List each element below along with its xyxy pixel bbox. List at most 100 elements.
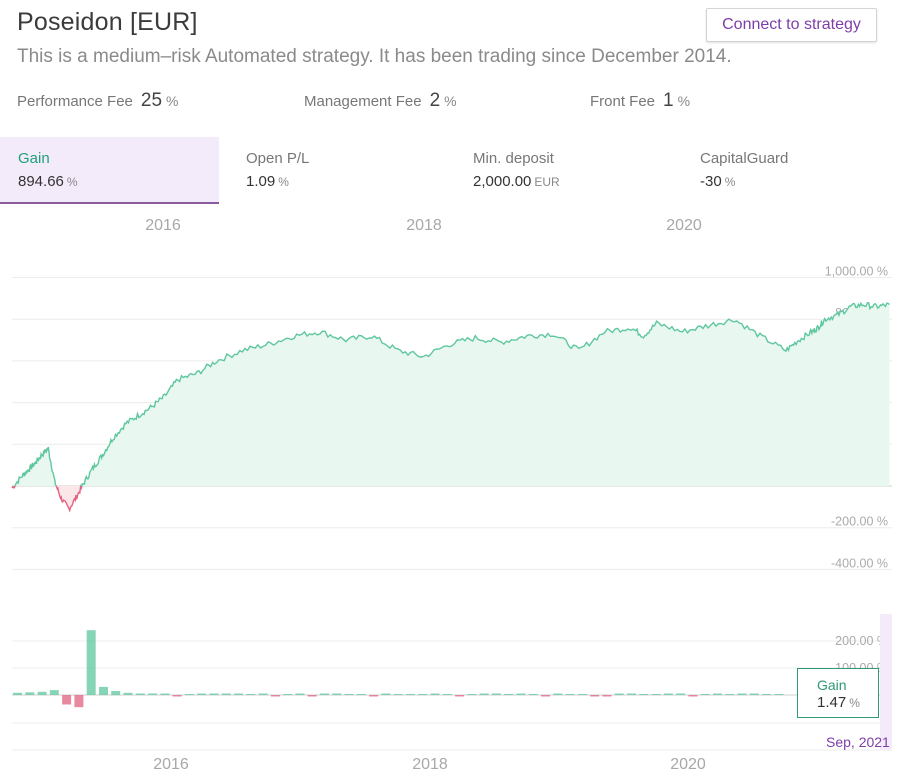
bottom-year-label-2018: 2018 <box>412 756 448 773</box>
monthly-bar-59 <box>737 693 747 695</box>
monthly-bar-9 <box>123 692 133 695</box>
monthly-bar-26 <box>332 693 342 695</box>
monthly-bar-53 <box>663 693 673 695</box>
monthly-bar-27 <box>344 694 354 695</box>
tab-open-pl-value: 1.09 <box>246 173 276 190</box>
management-fee: Management Fee 2% <box>304 90 457 112</box>
monthly-bar-7 <box>99 686 108 695</box>
monthly-bar-42 <box>528 694 538 695</box>
monthly-bar-25 <box>320 693 329 695</box>
top-year-label-2016: 2016 <box>145 217 181 234</box>
monthly-bar-44 <box>553 693 563 695</box>
monthly-bar-51 <box>639 694 649 695</box>
monthly-bar-31 <box>393 694 403 695</box>
y-tick-label-7: -400.00 % <box>831 556 888 570</box>
monthly-bar-30 <box>381 693 391 695</box>
monthly-bar-4 <box>62 695 72 705</box>
bottom-year-label-2020: 2020 <box>670 756 706 773</box>
crosshair-date-label: Sep, 2021 <box>826 734 890 750</box>
monthly-bar-29 <box>369 695 379 697</box>
monthly-bar-57 <box>713 693 722 695</box>
monthly-bar-58 <box>725 694 735 695</box>
gain-tooltip: Gain 1.47% <box>797 668 879 718</box>
top-year-label-2020: 2020 <box>666 217 702 234</box>
tab-open-pl[interactable]: Open P/L 1.09% <box>228 137 447 204</box>
monthly-bar-11 <box>148 693 158 695</box>
monthly-bar-55 <box>688 695 698 697</box>
strategy-description: This is a medium–risk Automated strategy… <box>17 46 732 67</box>
monthly-bar-41 <box>516 693 526 695</box>
bar-y-tick-label-0: 200.00 % <box>835 634 888 648</box>
monthly-bar-34 <box>430 693 440 695</box>
monthly-bar-3 <box>49 690 59 695</box>
monthly-bar-14 <box>184 694 194 695</box>
tab-gain-unit: % <box>66 175 78 189</box>
tab-min-deposit-label: Min. deposit <box>473 150 554 167</box>
monthly-bar-37 <box>467 694 477 695</box>
front-fee-label: Front Fee <box>590 93 656 110</box>
tab-capitalguard-label: CapitalGuard <box>700 150 789 167</box>
monthly-bar-2 <box>37 691 47 695</box>
monthly-bar-46 <box>577 694 587 695</box>
monthly-bar-60 <box>749 693 759 695</box>
monthly-bar-6 <box>86 630 96 695</box>
monthly-bar-54 <box>676 693 686 695</box>
monthly-bar-36 <box>455 695 465 697</box>
monthly-bar-0 <box>13 692 22 695</box>
gain-tooltip-unit: % <box>849 696 860 710</box>
crosshair-highlight <box>880 614 892 750</box>
tab-min-deposit-unit: EUR <box>534 175 560 189</box>
monthly-bar-19 <box>246 694 256 695</box>
front-fee: Front Fee 1% <box>590 90 690 112</box>
monthly-bar-52 <box>651 694 661 695</box>
page-title: Poseidon [EUR] <box>17 8 198 36</box>
performance-fee-unit: % <box>166 93 179 109</box>
tab-capitalguard[interactable]: CapitalGuard -30% <box>682 137 900 204</box>
monthly-bar-24 <box>307 695 317 697</box>
monthly-bar-61 <box>762 694 772 695</box>
tab-open-pl-label: Open P/L <box>246 150 310 167</box>
monthly-bar-8 <box>111 691 121 696</box>
management-fee-unit: % <box>444 93 457 109</box>
tab-capitalguard-value: -30 <box>700 173 722 190</box>
connect-to-strategy-button[interactable]: Connect to strategy <box>706 8 877 42</box>
monthly-bar-10 <box>135 693 145 695</box>
monthly-bar-23 <box>295 693 305 695</box>
front-fee-unit: % <box>677 93 691 109</box>
tab-capitalguard-unit: % <box>724 175 736 189</box>
monthly-bar-20 <box>258 693 268 695</box>
monthly-bar-43 <box>541 695 550 697</box>
management-fee-label: Management Fee <box>304 93 422 110</box>
top-year-label-2018: 2018 <box>406 217 442 234</box>
performance-fee-label: Performance Fee <box>17 93 133 110</box>
monthly-bar-45 <box>565 694 575 695</box>
tab-gain-label: Gain <box>18 150 50 167</box>
gain-tooltip-label: Gain <box>817 677 847 693</box>
tab-min-deposit-value: 2,000.00 <box>473 173 532 190</box>
monthly-bar-17 <box>221 693 231 695</box>
monthly-bar-62 <box>774 694 784 695</box>
monthly-bar-49 <box>614 693 624 695</box>
front-fee-value: 1 <box>663 90 674 111</box>
monthly-bar-56 <box>700 694 710 695</box>
y-tick-label-6: -200.00 % <box>831 515 888 529</box>
gain-tooltip-value: 1.47 <box>817 694 847 711</box>
gain-line-positive <box>12 301 890 486</box>
monthly-bar-32 <box>406 694 415 695</box>
monthly-bar-15 <box>197 693 207 695</box>
tab-gain[interactable]: Gain 894.66% <box>0 137 219 204</box>
gain-line-negative <box>11 486 83 513</box>
monthly-bar-28 <box>356 694 366 695</box>
management-fee-value: 2 <box>429 90 441 111</box>
monthly-bar-33 <box>418 694 428 695</box>
monthly-bar-35 <box>442 694 452 695</box>
monthly-bar-1 <box>25 692 35 695</box>
monthly-bar-18 <box>234 693 243 695</box>
tab-min-deposit[interactable]: Min. deposit 2,000.00 EUR <box>455 137 674 204</box>
monthly-bar-16 <box>209 693 219 695</box>
monthly-bar-40 <box>504 694 514 695</box>
monthly-bar-38 <box>479 693 489 695</box>
monthly-bar-39 <box>491 693 501 695</box>
performance-fee: Performance Fee 25% <box>17 90 178 112</box>
